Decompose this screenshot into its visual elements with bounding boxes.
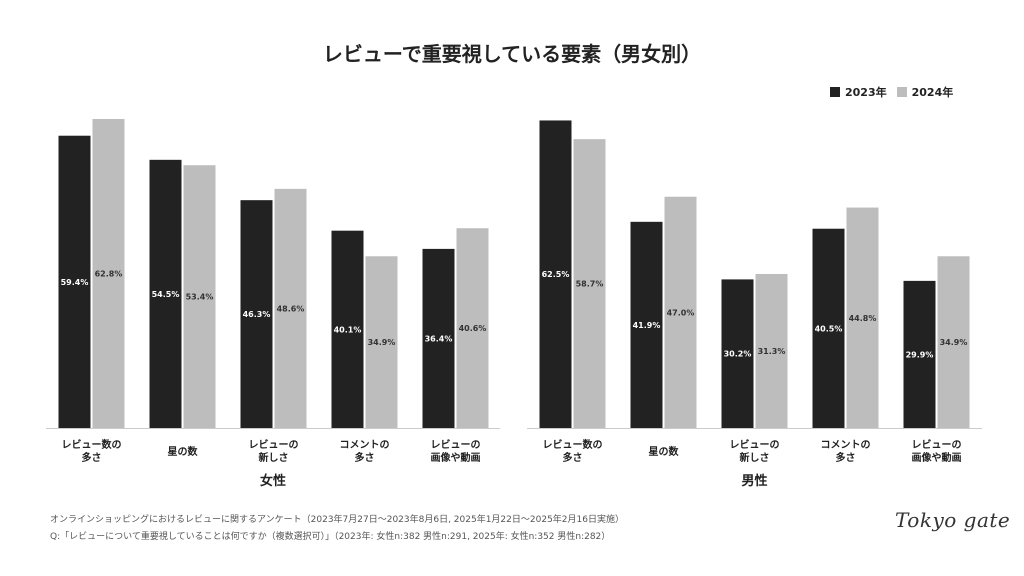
bar-0-0-0: [58, 135, 91, 428]
bar-0-0-1: [92, 118, 125, 428]
bar-1-4-0: [903, 280, 936, 428]
bar-1-3-1: [846, 207, 879, 428]
bar-0-1-0: [149, 159, 182, 429]
data-label-1-3-0: 40.5%: [815, 324, 843, 333]
data-label-1-1-0: 41.9%: [633, 321, 661, 330]
category-label-1-1: 星の数: [649, 445, 680, 458]
category-label-0-3: 多さ: [355, 451, 375, 464]
bar-1-2-0: [721, 279, 754, 428]
footnotes: オンラインショッピングにおけるレビューに関するアンケート（2023年7月27日〜…: [50, 512, 624, 546]
legend-swatch-2024: [896, 87, 907, 97]
data-label-0-4-0: 36.4%: [425, 334, 453, 343]
data-label-0-1-0: 54.5%: [152, 290, 180, 299]
chart-title: レビューで重要視している要素（男女別）: [322, 42, 702, 66]
data-label-0-0-0: 59.4%: [61, 278, 89, 287]
category-label-0-2: 新しさ: [259, 451, 289, 464]
legend-label-2023: 2023年: [845, 86, 887, 99]
panel-title-1: 男性: [741, 473, 767, 489]
category-label-0-1: 星の数: [168, 445, 199, 458]
data-label-1-2-0: 30.2%: [724, 350, 752, 359]
data-label-1-2-1: 31.3%: [758, 347, 786, 356]
category-label-1-0: 多さ: [563, 451, 583, 464]
data-label-1-1-1: 47.0%: [667, 308, 695, 317]
data-label-1-3-1: 44.8%: [849, 314, 877, 323]
brand-logo: Tokyo gate: [895, 508, 1011, 532]
legend-item-2024: 2024年: [896, 84, 954, 100]
legend-swatch-2023: [830, 87, 840, 97]
data-label-0-4-1: 40.6%: [459, 324, 487, 333]
category-label-1-0: レビュー数の: [543, 438, 603, 451]
category-label-0-0: レビュー数の: [62, 438, 122, 451]
category-label-1-2: レビューの: [730, 438, 780, 451]
category-label-0-4: レビューの: [431, 438, 481, 451]
bar-1-4-1: [937, 256, 970, 428]
data-label-0-2-0: 46.3%: [243, 310, 271, 319]
data-label-0-2-1: 48.6%: [277, 304, 305, 313]
category-label-0-3: コメントの: [340, 439, 390, 451]
data-label-1-4-1: 34.9%: [940, 338, 968, 347]
footnote-question: Q:「レビューについて重要視していることは何ですか（複数選択可）」（2023年:…: [50, 532, 611, 542]
category-label-1-3: 多さ: [836, 451, 856, 464]
legend-item-2023: 2023年: [830, 84, 887, 100]
data-label-1-0-1: 58.7%: [576, 280, 604, 289]
data-label-1-0-0: 62.5%: [542, 270, 570, 279]
data-label-0-0-1: 62.8%: [95, 269, 123, 278]
bar-1-3-0: [812, 228, 845, 428]
data-label-1-4-0: 29.9%: [906, 350, 934, 359]
bar-1-1-0: [630, 221, 663, 428]
category-label-0-2: レビューの: [249, 438, 299, 451]
bar-0-3-1: [365, 256, 398, 428]
bar-1-1-1: [664, 196, 697, 428]
footnote-survey: オンラインショッピングにおけるレビューに関するアンケート（2023年7月27日〜…: [50, 515, 624, 525]
bar-0-4-1: [456, 228, 489, 428]
category-label-1-4: 画像や動画: [912, 451, 962, 464]
bar-0-2-1: [274, 188, 307, 428]
panel-title-0: 女性: [260, 473, 286, 489]
bar-0-1-1: [183, 165, 216, 428]
bar-1-0-0: [539, 120, 572, 428]
data-label-0-3-1: 34.9%: [368, 338, 396, 347]
bar-1-0-1: [573, 139, 606, 428]
category-label-0-0: 多さ: [82, 451, 102, 464]
legend: 2023年 2024年: [830, 84, 953, 100]
bar-1-2-1: [755, 273, 788, 428]
bar-0-4-0: [422, 248, 455, 428]
bar-0-3-0: [331, 230, 364, 428]
data-label-0-1-1: 53.4%: [186, 293, 214, 302]
bar-0-2-0: [240, 200, 273, 428]
category-label-0-4: 画像や動画: [431, 451, 481, 464]
category-label-1-4: レビューの: [912, 438, 962, 451]
legend-label-2024: 2024年: [911, 86, 954, 99]
category-label-1-2: 新しさ: [740, 451, 770, 464]
data-label-0-3-0: 40.1%: [334, 325, 362, 334]
category-label-1-3: コメントの: [821, 439, 871, 451]
